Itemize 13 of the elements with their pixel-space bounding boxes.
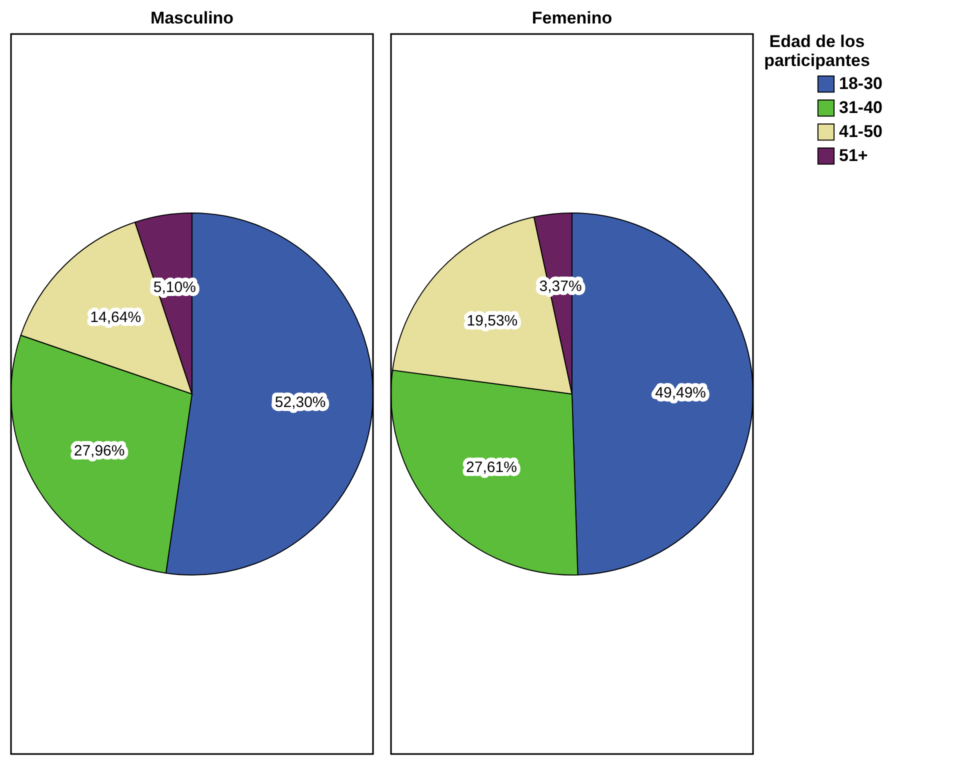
chart-title: Masculino: [150, 8, 234, 28]
chart-title: Femenino: [532, 8, 612, 28]
data-label: 52,30%: [274, 394, 326, 411]
legend-title: Edad de los participantes: [764, 32, 870, 70]
data-label: 19,53%: [466, 312, 518, 330]
data-label: 49,49%: [655, 384, 706, 402]
legend-label: 41-50: [839, 122, 882, 141]
data-label: 27,61%: [466, 458, 517, 476]
data-label: 27,96%: [74, 442, 125, 460]
legend-label: 31-40: [839, 98, 882, 117]
legend-label: 18-30: [839, 74, 882, 93]
legend-label: 51+: [839, 146, 868, 165]
data-label: 14,64%: [90, 308, 142, 326]
